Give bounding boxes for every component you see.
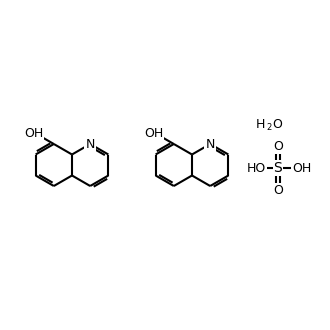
- Text: HO: HO: [247, 161, 266, 175]
- Text: O: O: [273, 140, 283, 152]
- Text: 2: 2: [266, 123, 271, 133]
- Text: O: O: [273, 183, 283, 196]
- Text: H: H: [256, 118, 265, 131]
- Text: OH: OH: [292, 161, 312, 175]
- Text: OH: OH: [24, 127, 43, 140]
- Text: OH: OH: [144, 127, 163, 140]
- Text: O: O: [272, 118, 282, 131]
- Text: N: N: [85, 138, 95, 150]
- Text: N: N: [206, 138, 215, 150]
- Text: S: S: [274, 161, 282, 175]
